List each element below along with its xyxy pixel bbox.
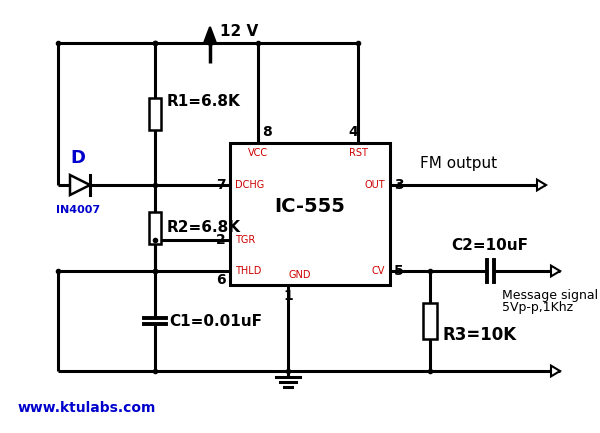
Text: 7: 7 [217, 178, 226, 192]
Text: Message signal: Message signal [502, 289, 598, 302]
Text: CV: CV [371, 266, 385, 276]
Bar [230, 143, 390, 285]
Text: www.ktulabs.com: www.ktulabs.com [18, 401, 157, 415]
Polygon shape [551, 365, 560, 376]
Text: RST: RST [349, 148, 367, 158]
Text: 12 V: 12 V [220, 23, 258, 39]
Bar [149, 98, 161, 130]
Text: 6: 6 [217, 273, 226, 287]
Bar [149, 212, 161, 244]
Text: 5Vp-p,1Khz: 5Vp-p,1Khz [502, 301, 573, 314]
Text: 4: 4 [348, 125, 358, 139]
Text: IN4007: IN4007 [56, 205, 100, 215]
Text: C1=0.01uF: C1=0.01uF [169, 313, 262, 329]
Text: R3=10K: R3=10K [442, 326, 516, 344]
Text: C2=10uF: C2=10uF [452, 238, 529, 253]
Text: 5: 5 [394, 264, 404, 278]
Text: 1: 1 [283, 289, 293, 303]
Polygon shape [204, 27, 216, 43]
Text: 8: 8 [262, 125, 272, 139]
Text: GND: GND [289, 270, 311, 280]
Polygon shape [70, 175, 90, 195]
Bar [423, 303, 437, 339]
Text: DCHG: DCHG [235, 180, 264, 190]
Text: R2=6.8K: R2=6.8K [167, 220, 241, 236]
Text: R1=6.8K: R1=6.8K [167, 94, 241, 110]
Polygon shape [551, 265, 560, 276]
Text: FM output: FM output [420, 156, 497, 171]
Text: 3: 3 [394, 178, 404, 192]
Text: VCC: VCC [248, 148, 268, 158]
Text: THLD: THLD [235, 266, 262, 276]
Text: 2: 2 [216, 233, 226, 247]
Text: IC-555: IC-555 [275, 197, 346, 216]
Text: D: D [71, 149, 86, 167]
Text: TGR: TGR [235, 235, 255, 245]
Polygon shape [537, 180, 546, 191]
Text: OUT: OUT [364, 180, 385, 190]
